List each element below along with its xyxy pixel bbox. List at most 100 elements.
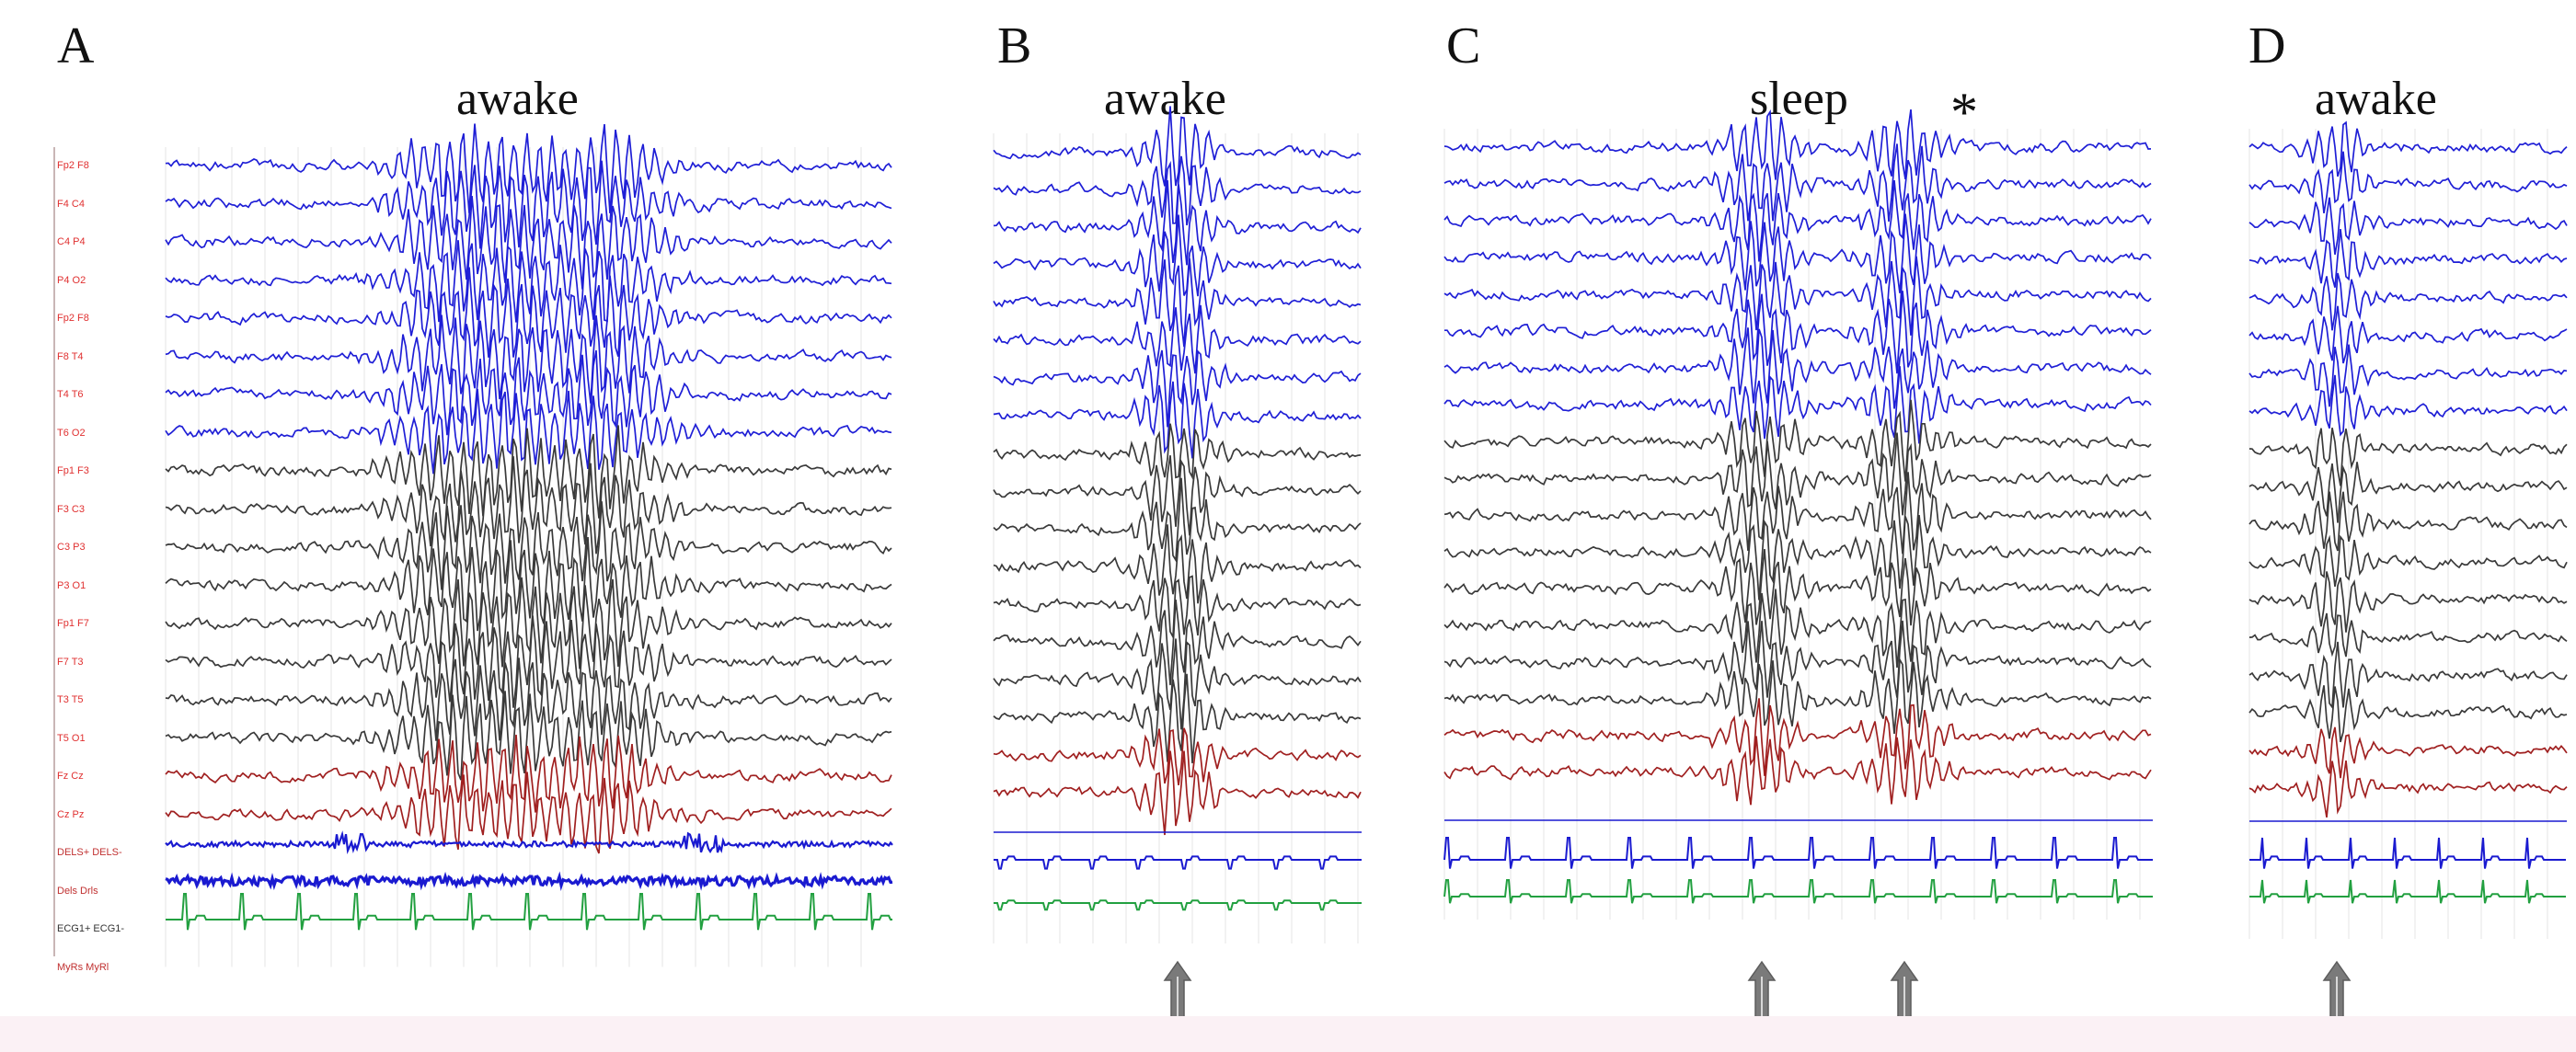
event-marker-asterisk: * (1950, 82, 1978, 143)
eeg-trace (2248, 641, 2568, 710)
channel-label: F4 C4 (57, 198, 85, 210)
eeg-trace (2248, 120, 2568, 177)
eeg-trace (2249, 837, 2566, 869)
eeg-trace (165, 691, 892, 781)
channel-label: ECG1+ ECG1- (57, 923, 125, 934)
channel-label: C3 P3 (57, 542, 86, 553)
eeg-trace (165, 240, 892, 323)
eeg-trace (165, 658, 892, 741)
eeg-trace (1443, 213, 2152, 293)
channel-label: Fp1 F7 (57, 618, 89, 629)
eeg-trace (2248, 374, 2568, 437)
eeg-trace (993, 477, 1362, 563)
eeg-trace (2248, 534, 2568, 588)
panel-b: B awake (984, 0, 1389, 1052)
eeg-trace (993, 257, 1362, 348)
eeg-trace (2248, 491, 2568, 552)
eeg-trace (993, 750, 1362, 836)
channel-label: T5 O1 (57, 732, 86, 744)
eeg-trace (993, 673, 1362, 764)
channel-label: Fp1 F3 (57, 465, 89, 476)
channel-label: C4 P4 (57, 236, 86, 247)
eeg-trace (1443, 432, 2152, 516)
eeg-trace (1443, 620, 2152, 698)
channel-label: MyRs MyRl (57, 961, 109, 973)
eeg-trace (165, 160, 892, 249)
eeg-trace (993, 524, 1362, 604)
eeg-trace (165, 577, 892, 669)
eeg-trace (1443, 399, 2152, 482)
channel-label: Fz Cz (57, 771, 84, 782)
channel-label: F3 C3 (57, 503, 85, 515)
eeg-trace (2248, 344, 2568, 407)
eeg-trace (2248, 685, 2568, 743)
eeg-trace (2248, 272, 2568, 331)
eeg-trace (994, 855, 1362, 870)
eeg-trace (2248, 726, 2568, 779)
eeg-traces-c (1443, 109, 2153, 1031)
eeg-trace (1443, 589, 2152, 669)
panel-state-label: awake (2315, 73, 2437, 125)
label-rule (53, 147, 55, 956)
panel-d: D awake (2236, 0, 2576, 1052)
eeg-trace (993, 106, 1362, 187)
eeg-trace (1443, 109, 2152, 180)
channel-label: F8 T4 (57, 350, 84, 362)
channel-label: P3 O1 (57, 579, 86, 591)
eeg-trace (1443, 837, 2153, 869)
channel-label: T6 O2 (57, 427, 86, 439)
channel-label: Dels Drls (57, 885, 98, 897)
eeg-trace (993, 423, 1362, 480)
eeg-trace (993, 575, 1362, 640)
eeg-trace (165, 123, 892, 213)
eeg-trace (2248, 760, 2568, 818)
channel-label: Fp2 F8 (57, 160, 89, 171)
eeg-trace (165, 772, 892, 854)
eeg-trace (2249, 879, 2566, 904)
panel-c: C sleep * (1435, 0, 2171, 1052)
eeg-trace (165, 314, 892, 404)
eeg-trace (165, 196, 892, 290)
eeg-trace (2248, 197, 2568, 255)
bottom-band (0, 1016, 2576, 1052)
eeg-trace (166, 893, 892, 931)
eeg-trace (2248, 462, 2568, 523)
channel-label: Fp2 F8 (57, 313, 89, 324)
eeg-trace (165, 456, 892, 555)
eeg-trace (165, 830, 893, 854)
eeg-traces-d (2248, 120, 2568, 1031)
eeg-trace (1443, 256, 2152, 336)
eeg-trace (1443, 879, 2153, 904)
eeg-trace (2248, 571, 2568, 633)
eeg-trace (165, 615, 892, 708)
channel-label: T4 T6 (57, 389, 84, 400)
eeg-trace (165, 388, 892, 475)
panel-letter: B (997, 17, 1032, 74)
channel-label: Cz Pz (57, 808, 85, 820)
eeg-trace (1443, 366, 2152, 444)
eeg-trace (1443, 327, 2152, 409)
eeg-trace (993, 179, 1362, 266)
eeg-traces-a (165, 123, 893, 967)
eeg-traces-b (993, 106, 1362, 1031)
channel-label: F7 T3 (57, 656, 84, 668)
panel-state-label: awake (456, 73, 579, 125)
panel-a: A awake Fp2 F8 F4 C4 C4 P4 P4 O2 Fp2 F8 F8 T4… (0, 0, 920, 1052)
eeg-trace (993, 349, 1362, 428)
eeg-trace (994, 899, 1362, 911)
eeg-trace (2248, 229, 2568, 288)
eeg-trace (165, 267, 892, 358)
eeg-trace (165, 349, 892, 436)
eeg-trace (993, 727, 1362, 786)
channel-label: P4 O2 (57, 274, 86, 286)
channel-label: DELS+ DELS- (57, 847, 122, 858)
eeg-trace (1443, 515, 2152, 600)
eeg-trace (1443, 698, 2152, 776)
panel-state-label: sleep (1750, 73, 1848, 125)
eeg-trace (2248, 305, 2568, 364)
eeg-trace (165, 871, 893, 892)
eeg-trace (1443, 472, 2152, 555)
eeg-trace (2248, 151, 2568, 214)
eeg-trace (993, 455, 1362, 536)
eeg-trace (165, 501, 892, 590)
